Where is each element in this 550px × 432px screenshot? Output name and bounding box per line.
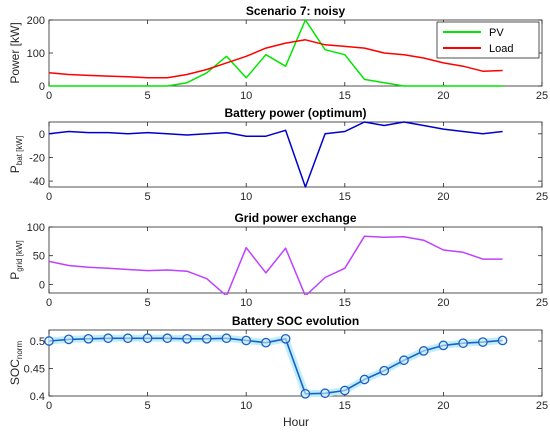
x-tick-label: 25: [536, 90, 548, 102]
data-point: [497, 335, 508, 346]
series-line-pv: [49, 19, 503, 87]
y-tick-label: -20: [29, 152, 45, 164]
x-tick-label: 15: [339, 297, 351, 309]
series-line-1: [49, 235, 503, 295]
data-point: [418, 346, 429, 356]
x-tick-label: 20: [437, 90, 449, 102]
data-point: [280, 333, 291, 344]
x-tick-label: 15: [339, 400, 351, 412]
axes-box: [48, 226, 543, 294]
axes-box: [48, 121, 543, 188]
data-point: [221, 333, 232, 344]
x-tick-label: 5: [145, 90, 151, 102]
legend: PV Load: [436, 21, 540, 59]
panel-title: Scenario 7: noisy: [246, 4, 346, 18]
y-tick-label: 0.5: [30, 336, 45, 348]
x-tick-label: 20: [437, 191, 449, 203]
x-tick-label: 5: [145, 400, 151, 412]
data-point: [379, 365, 390, 376]
data-point: [359, 374, 370, 385]
data-point: [182, 333, 192, 344]
data-point: [44, 336, 54, 346]
y-tick-label: 0.4: [30, 391, 45, 403]
legend-box: [436, 21, 540, 59]
data-point: [63, 334, 74, 345]
y-tick-label: 200: [27, 15, 45, 27]
data-point: [261, 337, 271, 348]
x-tick-label: 15: [339, 90, 351, 102]
x-tick-label: 10: [240, 90, 252, 102]
y-tick-label: 100: [27, 222, 45, 234]
data-point: [162, 333, 173, 344]
x-tick-label: 0: [46, 191, 52, 203]
y-tick-label: -40: [29, 176, 45, 188]
data-point: [320, 388, 330, 399]
x-tick-label: 25: [536, 297, 548, 309]
data-point: [123, 333, 133, 344]
data-point: [458, 338, 468, 349]
series-line-1: [49, 121, 503, 188]
x-tick-label: 10: [240, 400, 252, 412]
data-point: [142, 333, 153, 344]
x-tick-label: 25: [536, 191, 548, 203]
x-axis-label: Hour: [283, 415, 309, 429]
x-tick-label: 0: [46, 90, 52, 102]
x-tick-label: 10: [240, 191, 252, 203]
data-point: [438, 340, 449, 351]
panel-4: 0 5 10 15 20 25 0.4 0.45 0.5 Battery SOC evolutio…: [8, 314, 548, 412]
y-axis-label-subscript: grid [kW]: [15, 240, 24, 272]
data-point: [300, 388, 311, 399]
panel-title: Battery power (optimum): [224, 106, 366, 120]
x-tick-label: 20: [437, 297, 449, 309]
data-point: [399, 355, 409, 366]
panel-1: 0 5 10 15 20 25 0 100 200 Scenario 7: noisy Power …: [8, 4, 548, 102]
y-axis-label-subscript: norm: [15, 341, 24, 360]
x-tick-label: 5: [145, 297, 151, 309]
series-line-load: [49, 39, 503, 79]
data-point: [241, 335, 252, 346]
y-tick-label: 0: [39, 279, 45, 291]
data-point: [201, 333, 212, 344]
x-tick-label: 0: [46, 400, 52, 412]
legend-label: PV: [489, 27, 504, 39]
y-tick-label: 100: [27, 48, 45, 60]
data-point: [339, 385, 350, 396]
x-tick-label: 5: [145, 191, 151, 203]
y-tick-label: 0.45: [24, 364, 45, 376]
panel-title: Battery SOC evolution: [232, 314, 359, 328]
y-axis-label: Power [kW]: [8, 22, 22, 83]
panel-title: Grid power exchange: [234, 211, 356, 225]
x-tick-label: 20: [437, 400, 449, 412]
x-tick-label: 15: [339, 191, 351, 203]
legend-label: Load: [489, 43, 513, 55]
data-point: [477, 337, 488, 347]
data-point: [103, 333, 114, 344]
y-axis-label-subscript: bat [kW]: [15, 136, 24, 165]
y-tick-label: 0: [39, 81, 45, 93]
x-tick-label: 25: [536, 400, 548, 412]
y-tick-label: 0: [39, 129, 45, 141]
panel-2: 0 5 10 15 20 25 -40 -20 0 Battery power (optimum)…: [8, 106, 548, 203]
y-tick-label: 50: [33, 251, 45, 263]
x-tick-label: 10: [240, 297, 252, 309]
x-tick-label: 0: [46, 297, 52, 309]
data-point: [83, 333, 94, 344]
